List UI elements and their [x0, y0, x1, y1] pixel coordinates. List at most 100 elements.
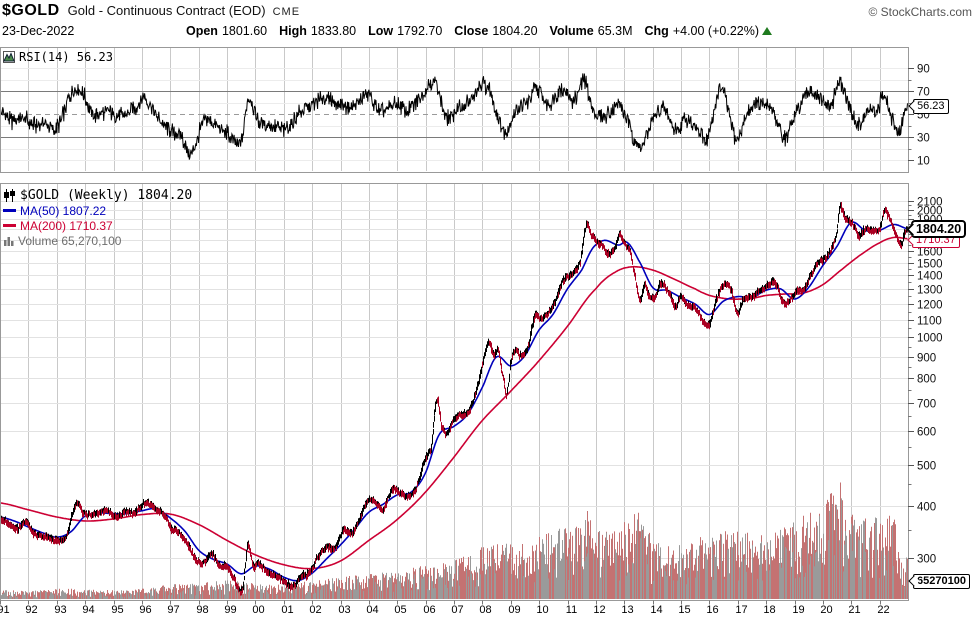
price-axis-label: 1000 [917, 333, 943, 345]
year-axis-label: 18 [763, 604, 775, 616]
price-axis-label: 500 [917, 461, 936, 473]
year-axis-label: 03 [338, 604, 350, 616]
ma50-line-icon [3, 209, 16, 212]
low-field: Low 1792.70 [368, 24, 442, 38]
year-axis-label: 00 [252, 604, 264, 616]
quote-summary-row: 23-Dec-2022 Open 1801.60 High 1833.80 Low 1… [2, 24, 974, 42]
candlestick-icon [4, 188, 15, 202]
year-axis-label: 10 [536, 604, 548, 616]
year-axis-label: 11 [566, 604, 577, 616]
rsi-value-badge: 56.23 [913, 99, 949, 114]
open-value: 1801.60 [221, 24, 268, 38]
rsi-legend-label: RSI(14) 56.23 [19, 50, 113, 64]
year-axis-label: 98 [196, 604, 208, 616]
high-field: High 1833.80 [279, 24, 356, 38]
year-axis-label: 19 [792, 604, 804, 616]
ma200-legend-label: MA(200) 1710.37 [20, 218, 113, 233]
last-price-badge: 1804.20 [911, 220, 967, 238]
year-axis-label: 99 [224, 604, 236, 616]
price-axis-label: 2100 [917, 197, 943, 209]
price-legend: $GOLD (Weekly) 1804.20 MA(50) 1807.22 MA… [3, 187, 192, 248]
year-axis-label: 91 [0, 604, 10, 616]
indicator-area-icon [3, 51, 15, 63]
price-candles [0, 202, 908, 596]
price-axis-label: 700 [917, 399, 936, 411]
price-axis-label: 600 [917, 427, 936, 439]
year-axis-label: 15 [678, 604, 690, 616]
close-field: Close 1804.20 [454, 24, 537, 38]
price-axis-label: 1400 [917, 271, 943, 283]
change-field: Chg +4.00 (+0.22%) [645, 24, 772, 38]
axes: 9070503010210020001900180017001600150014… [0, 64, 943, 616]
price-axis-label: 900 [917, 353, 936, 365]
price-axis-label: 1100 [917, 316, 942, 328]
rsi-legend: RSI(14) 56.23 [3, 50, 113, 64]
volume-legend-label: Volume 65,270,100 [18, 233, 122, 248]
rsi-axis-label: 90 [917, 64, 930, 76]
year-axis-label: 13 [621, 604, 633, 616]
ma50-legend-row: MA(50) 1807.22 [3, 203, 192, 218]
price-axis-label: 1300 [917, 285, 943, 297]
rsi-axis-label: 10 [917, 156, 930, 168]
low-value: 1792.70 [397, 24, 443, 38]
year-axis-label: 17 [735, 604, 747, 616]
year-axis-label: 16 [706, 604, 718, 616]
price-axis-label: 1600 [917, 247, 943, 259]
close-value: 1804.20 [492, 24, 538, 38]
price-axis-label: 1200 [917, 300, 943, 312]
low-label: Low [368, 24, 394, 38]
price-axis-label: 400 [917, 502, 936, 514]
ohlc-fields: Open 1801.60 High 1833.80 Low 1792.70 Close… [186, 24, 784, 38]
copyright-notice: © StockCharts.com [868, 5, 972, 19]
change-label: Chg [644, 24, 669, 38]
close-label: Close [454, 24, 489, 38]
price-axis-label: 2000 [917, 206, 943, 218]
year-axis-label: 21 [848, 604, 860, 616]
rsi-axis-label: 30 [917, 133, 930, 145]
quote-date: 23-Dec-2022 [2, 24, 75, 38]
year-axis-label: 95 [111, 604, 123, 616]
change-value: +4.00 (+0.22%) [672, 24, 759, 38]
price-axis-label: 800 [917, 374, 936, 386]
ticker-symbol: $GOLD [2, 2, 60, 19]
year-axis-label: 07 [451, 604, 463, 616]
year-axis-label: 96 [139, 604, 151, 616]
year-axis-label: 12 [593, 604, 605, 616]
exchange-label: CME [272, 6, 301, 18]
volume-bars-up [1, 498, 907, 599]
ticker-description: Gold - Continuous Contract (EOD) [67, 3, 266, 18]
year-axis-label: 06 [423, 604, 435, 616]
open-label: Open [186, 24, 218, 38]
volume-bars-icon [4, 237, 14, 246]
year-axis-label: 93 [54, 604, 66, 616]
candles-down [1, 202, 908, 596]
high-value: 1833.80 [310, 24, 357, 38]
grid [0, 48, 908, 599]
change-up-icon [762, 27, 772, 35]
year-axis-label: 09 [508, 604, 520, 616]
rsi-series [0, 73, 908, 160]
volume-label: Volume [549, 24, 594, 38]
rsi-line [0, 73, 908, 160]
year-axis-label: 97 [167, 604, 179, 616]
volume-value: 65.3M [597, 24, 633, 38]
year-axis-label: 94 [82, 604, 94, 616]
high-label: High [279, 24, 307, 38]
price-axis-label: 1500 [917, 259, 943, 271]
rsi-panel-border [0, 47, 909, 173]
year-axis-label: 14 [650, 604, 662, 616]
year-axis-label: 05 [394, 604, 406, 616]
volume-field: Volume 65.3M [550, 24, 633, 38]
chart-header: $GOLD Gold - Continuous Contract (EOD) CME [2, 2, 300, 22]
year-axis-label: 04 [366, 604, 378, 616]
ma200-legend-row: MA(200) 1710.37 [3, 218, 192, 233]
volume-value-badge: 65270100 [913, 574, 970, 589]
volume-legend-row: Volume 65,270,100 [3, 233, 192, 248]
year-axis-label: 92 [25, 604, 37, 616]
open-field: Open 1801.60 [186, 24, 267, 38]
ma50-legend-label: MA(50) 1807.22 [20, 203, 107, 218]
year-axis-label: 08 [479, 604, 491, 616]
year-axis-label: 01 [281, 604, 293, 616]
symbol-legend-row: $GOLD (Weekly) 1804.20 [3, 187, 192, 203]
